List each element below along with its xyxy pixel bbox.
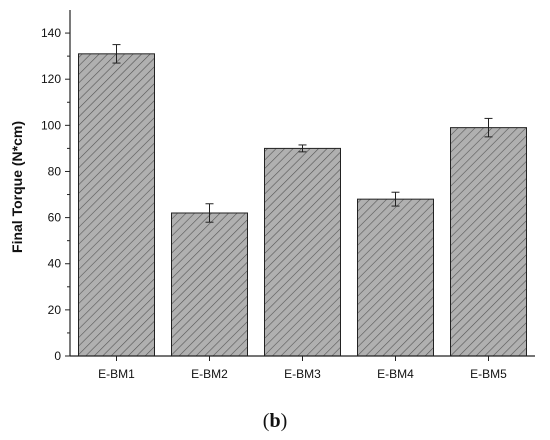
y-axis-title: Final Torque (N*cm) — [9, 121, 25, 253]
y-tick-label: 40 — [48, 257, 62, 271]
bar-e-bm1 — [78, 53, 155, 357]
x-tick-label: E-BM5 — [470, 367, 507, 381]
x-tick-label: E-BM1 — [98, 367, 135, 381]
y-tick-label: 60 — [48, 211, 62, 225]
y-tick-label: 80 — [48, 164, 62, 178]
bar-e-bm4 — [357, 198, 434, 357]
panel-label-letter: b — [269, 410, 281, 432]
bar-chart: E-BM1 E-BM2 E-BM3 E-BM4 E-BM5 0 20 40 60 80 100 120… — [9, 10, 535, 381]
bar-e-bm2 — [171, 212, 248, 357]
panel-label-open: ( — [262, 410, 270, 432]
y-tick-label: 120 — [41, 72, 61, 86]
bar-e-bm3 — [264, 147, 341, 357]
x-tick-label: E-BM2 — [191, 367, 228, 381]
panel-label-close: ) — [280, 410, 288, 432]
bar-e-bm5 — [450, 127, 527, 357]
y-tick-label: 20 — [48, 303, 62, 317]
x-tick-label: E-BM3 — [284, 367, 321, 381]
x-tick-label: E-BM4 — [377, 367, 414, 381]
axes-group: E-BM1 E-BM2 E-BM3 E-BM4 E-BM5 0 20 40 60 80 100 120… — [41, 10, 535, 381]
error-bars-group — [112, 44, 493, 223]
panel-label: (b) — [0, 410, 550, 433]
bars-group — [78, 53, 527, 357]
y-tick-label: 140 — [41, 26, 61, 40]
y-tick-label: 0 — [54, 349, 61, 363]
y-tick-label: 100 — [41, 118, 61, 132]
